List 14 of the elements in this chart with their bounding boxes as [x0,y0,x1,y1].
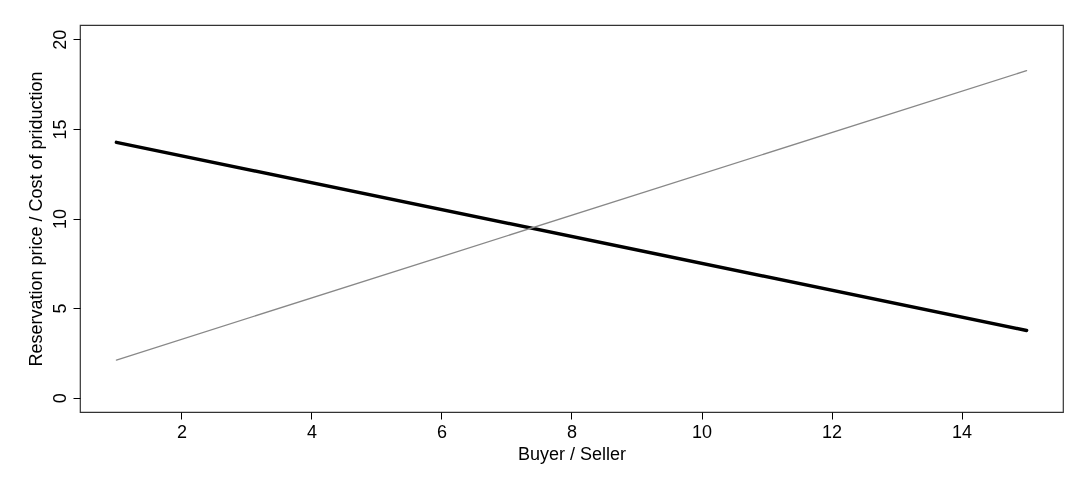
x-tick-label: 14 [952,421,973,442]
y-tick-label: 10 [49,208,70,230]
y-axis-title: Reservation price / Cost of priduction [25,71,46,367]
y-tick-label: 20 [49,29,70,50]
x-tick-label: 2 [176,421,187,442]
x-tick-label: 10 [692,421,713,442]
y-tick-label: 15 [49,119,70,140]
x-tick-label: 12 [822,421,843,442]
x-tick-label: 8 [566,421,578,442]
x-tick-label: 4 [306,421,317,442]
y-tick-label: 5 [49,303,70,314]
x-tick-label: 6 [436,421,447,442]
y-tick-label: 0 [49,393,70,404]
x-axis-title: Buyer / Seller [517,443,627,464]
